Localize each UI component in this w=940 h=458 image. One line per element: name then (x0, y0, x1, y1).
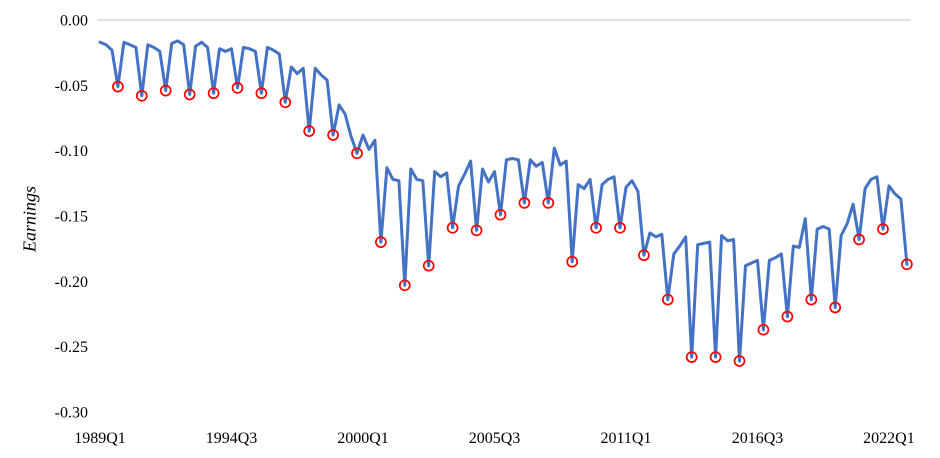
q4-trough-marker (398, 279, 411, 292)
earnings-line (98, 39, 909, 363)
x-axis-tick-label: 1989Q1 (74, 430, 126, 447)
q4-trough-marker (518, 197, 531, 209)
y-axis-tick-label: -0.20 (55, 274, 88, 291)
q4-trough-marker (590, 221, 602, 234)
q4-trough-marker (375, 236, 387, 248)
y-axis-title: Earnings (19, 185, 40, 253)
q4-trough-marker (733, 355, 746, 367)
q4-trough-marker (757, 323, 770, 336)
q4-trough-marker (279, 96, 292, 109)
x-axis-tick-label: 2011Q1 (600, 430, 651, 447)
q4-trough-marker (661, 293, 674, 306)
y-axis-tick-label: -0.15 (55, 209, 88, 226)
q4-trough-marker (159, 84, 172, 97)
y-axis-tick-label: -0.05 (55, 78, 88, 95)
q4-trough-marker (470, 224, 483, 237)
q4-trough-marker (183, 88, 196, 101)
q4-trough-marker (566, 255, 579, 268)
q4-trough-marker (446, 221, 459, 234)
q4-trough-marker (207, 87, 220, 100)
q4-trough-marker (135, 89, 148, 102)
x-axis-tick-label: 1994Q3 (206, 430, 258, 447)
q4-trough-marker (709, 351, 722, 363)
q4-trough-marker (853, 233, 865, 246)
q4-trough-marker (877, 223, 889, 235)
q4-trough-marker (231, 82, 244, 94)
y-axis-tick-label: -0.30 (55, 405, 88, 422)
y-axis-tick-label: -0.10 (55, 143, 88, 160)
y-axis-tick-label: 0.00 (60, 13, 88, 30)
q4-trough-marker (805, 293, 818, 306)
y-axis-tick-label: -0.25 (55, 339, 88, 356)
q4-trough-marker (781, 310, 794, 323)
x-axis-tick-label: 2005Q3 (469, 430, 521, 447)
q4-trough-marker (638, 249, 650, 262)
q4-trough-marker (112, 80, 124, 93)
q4-trough-marker (327, 129, 339, 141)
q4-trough-marker (829, 301, 842, 314)
q4-trough-marker (351, 147, 363, 160)
q4-trough-marker (901, 258, 913, 271)
q4-trough-marker (422, 259, 435, 272)
q4-trough-marker (614, 221, 626, 234)
x-axis-tick-label: 2016Q3 (732, 430, 784, 447)
q4-trough-marker (303, 125, 316, 137)
q4-trough-marker (542, 197, 555, 209)
q4-trough-marker (685, 351, 698, 363)
x-axis-tick-label: 2022Q1 (863, 430, 915, 447)
q4-trough-marker (494, 208, 507, 221)
q4-trough-marker (255, 87, 268, 100)
x-axis-tick-label: 2000Q1 (337, 430, 389, 447)
